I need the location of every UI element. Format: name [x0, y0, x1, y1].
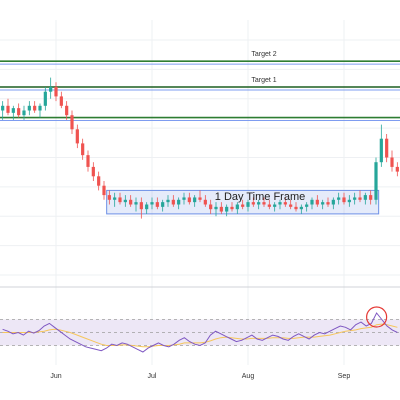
candle-body [166, 199, 170, 203]
candle-body [97, 176, 101, 186]
candle-body [38, 105, 42, 111]
candle-body [390, 157, 394, 167]
timeframe-annotation: 1 Day Time Frame [215, 191, 305, 203]
candle-body [326, 202, 330, 205]
candle-body [91, 166, 95, 177]
rsi-series-line [2, 323, 398, 348]
price-candles [1, 77, 399, 219]
candle-body [331, 199, 335, 205]
candle-body [145, 204, 149, 210]
x-tick-label: Jun [50, 373, 61, 380]
candle-body [49, 87, 53, 92]
candle-body [193, 197, 197, 203]
candle-body [54, 87, 58, 97]
level-label: Target 2 [251, 51, 276, 58]
candle-body [219, 206, 223, 212]
candle-body [86, 155, 90, 167]
candle-body [155, 202, 159, 207]
candle-body [102, 185, 106, 196]
candle-body [118, 197, 122, 203]
candle-body [278, 202, 282, 205]
candle-body [273, 204, 277, 207]
candle-body [70, 115, 74, 130]
candle-body [150, 202, 154, 205]
rsi-peak-highlight [366, 306, 388, 328]
candle-body [209, 204, 213, 210]
candle-body [182, 197, 186, 200]
candle-body [123, 199, 127, 203]
candle-body [33, 105, 37, 111]
candle-body [369, 195, 373, 200]
candle-body [347, 199, 351, 203]
candle-body [230, 206, 234, 210]
candle-body [171, 199, 175, 205]
rsi-pane [0, 306, 400, 353]
candle-body [353, 197, 357, 200]
target-levels: Target 2 Target 1 [0, 51, 400, 122]
candle-body [321, 202, 325, 205]
candle-body [310, 199, 314, 205]
candle-body [43, 91, 47, 106]
candle-body [1, 105, 5, 111]
candle-body [289, 204, 293, 207]
candle-body [187, 197, 191, 203]
candle-body [75, 129, 79, 144]
candle-body [315, 199, 319, 205]
candle-body [267, 204, 271, 207]
candle-body [251, 202, 255, 205]
candle-body [113, 197, 117, 200]
candle-body [246, 202, 250, 207]
candle-body [257, 202, 261, 205]
candle-body [262, 202, 266, 205]
candle-body [59, 96, 63, 106]
x-tick-label: Jul [148, 373, 157, 380]
candle-body [337, 197, 341, 200]
candle-body [22, 110, 26, 116]
candle-body [129, 199, 133, 205]
candle-body [203, 199, 207, 205]
candle-body [6, 105, 10, 113]
x-tick-label: Sep [338, 373, 351, 380]
candle-body [342, 197, 346, 203]
candle-body [134, 202, 138, 205]
candle-body [374, 162, 378, 200]
candle-body [139, 202, 143, 210]
rsi-series-line [2, 312, 398, 353]
candle-body [17, 108, 21, 116]
chart-grid [0, 20, 400, 365]
candle-body [11, 108, 15, 113]
candle-body [177, 199, 181, 205]
candle-body [27, 105, 31, 111]
candle-body [65, 105, 69, 116]
candle-body [299, 206, 303, 210]
level-label: Target 1 [251, 77, 276, 84]
candle-body [385, 138, 389, 158]
candle-body [379, 138, 383, 163]
candle-body [305, 204, 309, 207]
candle-body [235, 204, 239, 210]
candle-body [294, 206, 298, 210]
candle-body [363, 195, 367, 200]
candle-body [283, 202, 287, 205]
x-tick-label: Aug [242, 373, 255, 380]
candle-body [107, 195, 111, 200]
x-axis: JunJulAugSepOct [50, 373, 351, 380]
candle-body [241, 204, 245, 207]
candle-body [395, 166, 399, 172]
candle-body [214, 206, 218, 210]
candle-body [358, 197, 362, 200]
candle-body [198, 197, 202, 200]
candle-body [81, 143, 85, 156]
candle-body [225, 206, 229, 212]
candle-body [161, 202, 165, 207]
